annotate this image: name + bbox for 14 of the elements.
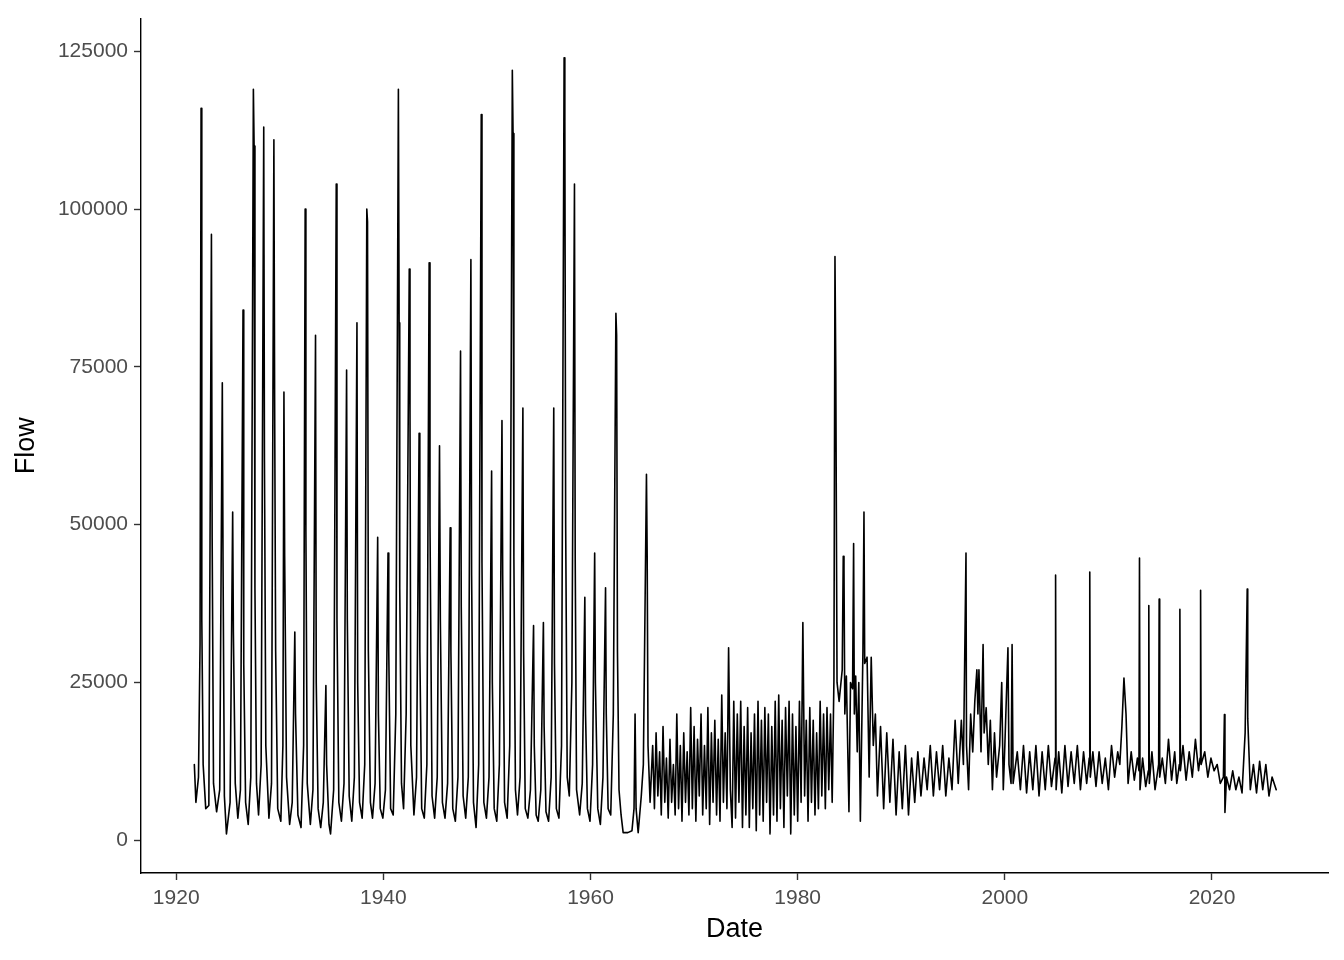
y-tick-label: 75000 bbox=[69, 353, 128, 377]
y-axis-title: Flow bbox=[9, 416, 40, 475]
y-tick-label: 100000 bbox=[57, 195, 128, 219]
x-tick-label: 1920 bbox=[152, 885, 200, 909]
x-tick-label: 2000 bbox=[981, 885, 1029, 909]
x-tick-label: 1940 bbox=[360, 885, 407, 909]
x-axis-title: Date bbox=[705, 913, 764, 944]
x-tick-label: 1980 bbox=[774, 885, 822, 909]
y-tick-label: 50000 bbox=[69, 511, 128, 535]
y-tick-label: 125000 bbox=[57, 38, 128, 62]
y-tick-label: 25000 bbox=[69, 669, 128, 693]
x-tick-label: 1960 bbox=[567, 885, 614, 909]
x-tick-label: 2020 bbox=[1188, 885, 1236, 909]
y-tick-label: 0 bbox=[116, 826, 128, 850]
